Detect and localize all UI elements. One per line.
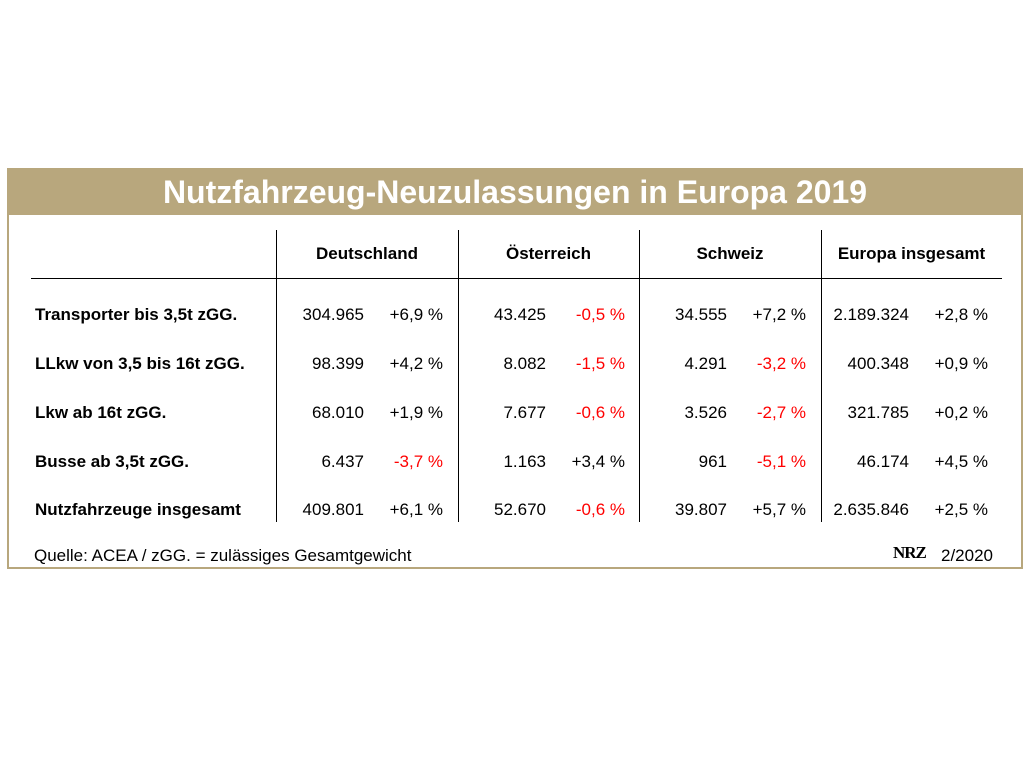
column-header-oesterreich: Österreich <box>505 244 592 263</box>
nrz-logo: NRZ <box>893 543 927 562</box>
cell-change: +2,5 % <box>934 500 988 519</box>
table-row: Lkw ab 16t zGG. 68.010 +1,9 % 7.677 -0,6 % 3.… <box>31 398 1002 428</box>
cell-change: +7,2 % <box>752 305 806 324</box>
cell-change: +3,4 % <box>571 452 625 471</box>
page-title: Nutzfahrzeug-Neuzulassungen in Europa 20… <box>162 174 868 210</box>
cell-value: 39.807 <box>675 500 727 519</box>
column-divider <box>639 230 640 522</box>
cell-value: 409.801 <box>302 500 364 519</box>
row-label: Lkw ab 16t zGG. <box>35 403 167 422</box>
column-divider <box>276 230 277 522</box>
cell-change: +1,9 % <box>389 403 443 422</box>
cell-change: -3,7 % <box>393 452 443 471</box>
cell-change: -2,7 % <box>756 403 806 422</box>
cell-value: 43.425 <box>494 305 546 324</box>
table-row: Transporter bis 3,5t zGG. 304.965 +6,9 % 43… <box>31 300 1002 330</box>
cell-change: +2,8 % <box>934 305 988 324</box>
cell-value: 304.965 <box>302 305 364 324</box>
table-row: Nutzfahrzeuge insgesamt 409.801 +6,1 % 52.6… <box>31 495 1002 525</box>
cell-value: 400.348 <box>847 354 909 373</box>
cell-value: 961 <box>698 452 727 471</box>
cell-value: 4.291 <box>684 354 727 373</box>
cell-value: 6.437 <box>321 452 364 471</box>
title-bar: Nutzfahrzeug-Neuzulassungen in Europa 20… <box>9 170 1021 215</box>
cell-change: +4,2 % <box>389 354 443 373</box>
cell-value: 8.082 <box>503 354 546 373</box>
row-label: Transporter bis 3,5t zGG. <box>35 305 238 324</box>
cell-value: 2.189.324 <box>833 305 909 324</box>
cell-change: +6,9 % <box>389 305 443 324</box>
cell-change: +6,1 % <box>389 500 443 519</box>
cell-change: +0,2 % <box>934 403 988 422</box>
infographic-frame: Nutzfahrzeug-Neuzulassungen in Europa 20… <box>7 168 1023 569</box>
cell-value: 7.677 <box>503 403 546 422</box>
cell-change: -0,6 % <box>575 500 625 519</box>
column-divider <box>458 230 459 522</box>
registrations-table: Deutschland Österreich Schweiz Europa in… <box>31 230 1002 522</box>
column-header-europa: Europa insgesamt <box>837 244 986 263</box>
column-header-schweiz: Schweiz <box>696 244 764 263</box>
row-label: Nutzfahrzeuge insgesamt <box>35 500 241 519</box>
header-divider <box>31 278 1002 279</box>
cell-change: +0,9 % <box>934 354 988 373</box>
source-note: Quelle: ACEA / zGG. = zulässiges Gesamtg… <box>34 546 412 565</box>
cell-change: +4,5 % <box>934 452 988 471</box>
column-divider <box>821 230 822 522</box>
cell-change: -0,6 % <box>575 403 625 422</box>
table-row: LLkw von 3,5 bis 16t zGG. 98.399 +4,2 % 8.0… <box>31 349 1002 379</box>
cell-value: 321.785 <box>847 403 909 422</box>
row-label: Busse ab 3,5t zGG. <box>35 452 189 471</box>
cell-value: 1.163 <box>503 452 546 471</box>
edition-label: 2/2020 <box>941 546 993 565</box>
cell-change: -1,5 % <box>575 354 625 373</box>
cell-change: +5,7 % <box>752 500 806 519</box>
row-label: LLkw von 3,5 bis 16t zGG. <box>35 354 245 373</box>
cell-change: -3,2 % <box>756 354 806 373</box>
cell-value: 68.010 <box>312 403 364 422</box>
cell-change: -5,1 % <box>756 452 806 471</box>
column-header-deutschland: Deutschland <box>315 244 419 263</box>
table-row: Busse ab 3,5t zGG. 6.437 -3,7 % 1.163 +3,4 %… <box>31 447 1002 477</box>
cell-value: 34.555 <box>675 305 727 324</box>
cell-value: 2.635.846 <box>833 500 909 519</box>
cell-value: 3.526 <box>684 403 727 422</box>
cell-change: -0,5 % <box>575 305 625 324</box>
cell-value: 98.399 <box>312 354 364 373</box>
cell-value: 46.174 <box>857 452 909 471</box>
cell-value: 52.670 <box>494 500 546 519</box>
